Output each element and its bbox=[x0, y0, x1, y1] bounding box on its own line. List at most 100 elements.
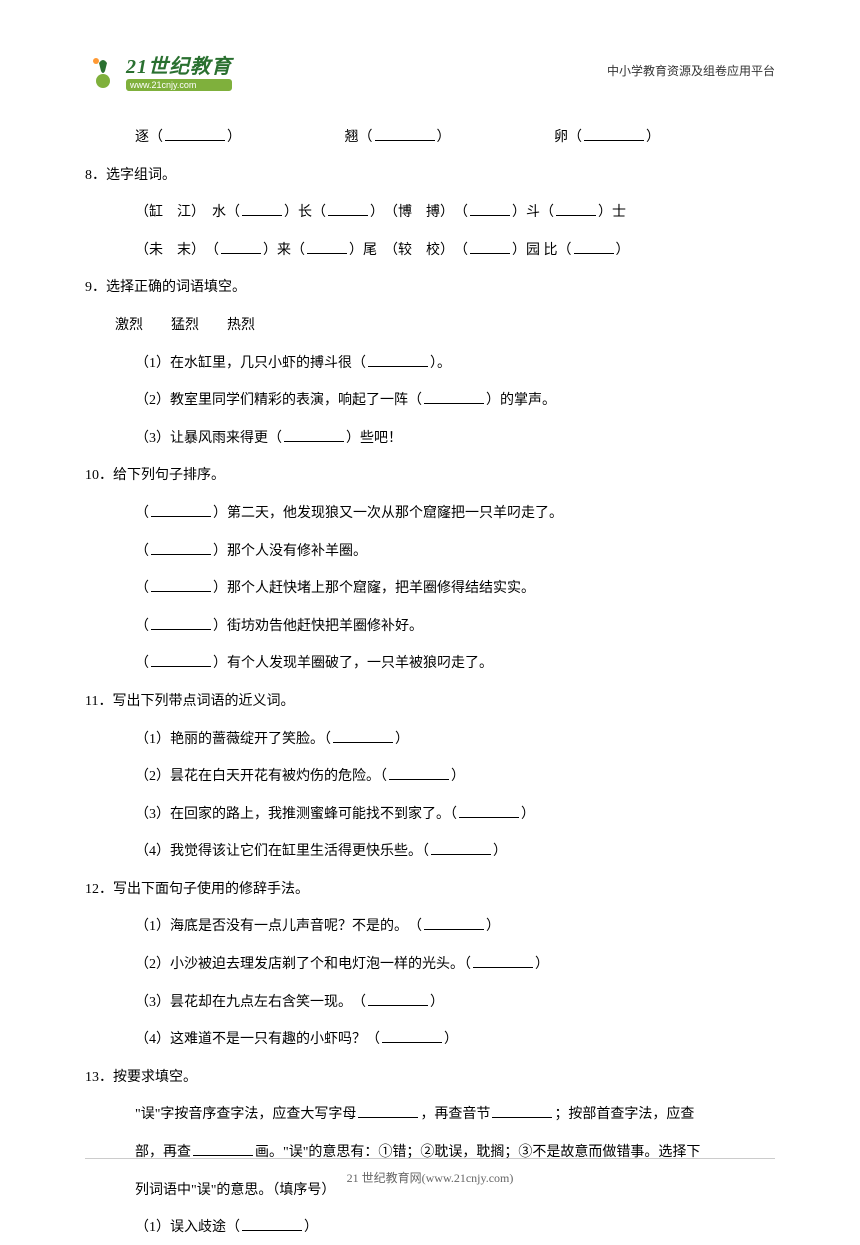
q8-line1: （缸 江） 水（ ）长（ ） （博 搏） （ ）斗（ ）士 bbox=[135, 196, 775, 230]
question-title: 给下列句子排序。 bbox=[113, 468, 225, 483]
question-number: 12． bbox=[85, 873, 113, 907]
text: ）士 bbox=[598, 205, 626, 220]
q13-title: 13．按要求填空。 bbox=[85, 1061, 775, 1095]
q10-item2: （ ）那个人没有修补羊圈。 bbox=[135, 535, 775, 569]
text: （1）艳丽的蔷薇绽开了笑脸。（ bbox=[135, 732, 331, 747]
q12-item2: （2）小沙被迫去理发店剃了个和电灯泡一样的光头。（ ） bbox=[135, 948, 775, 982]
q10-title: 10．给下列句子排序。 bbox=[85, 459, 775, 493]
blank bbox=[151, 616, 211, 630]
text: （4）我觉得该让它们在缸里生活得更快乐些。（ bbox=[135, 844, 429, 859]
q11-item4: （4）我觉得该让它们在缸里生活得更快乐些。（ ） bbox=[135, 835, 775, 869]
question-number: 13． bbox=[85, 1061, 113, 1095]
logo: 21世纪教育 www.21cnjy.com bbox=[85, 50, 232, 91]
text: （1）海底是否没有一点儿声音呢？不是的。 （ bbox=[135, 919, 422, 934]
blank bbox=[368, 353, 428, 367]
q8-line2: （未 末） （）来（）尾 （较 校） （）园 比（） bbox=[135, 234, 775, 268]
page-footer: 21 世纪教育网(www.21cnjy.com) bbox=[85, 1158, 775, 1186]
text: （缸 江） 水（ bbox=[135, 205, 240, 220]
char-qiao: 翘（ bbox=[345, 130, 373, 145]
text: （3）在回家的路上，我推测蜜蜂可能找不到家了。（ bbox=[135, 807, 457, 822]
blank bbox=[556, 202, 596, 216]
text: ） bbox=[395, 732, 409, 747]
text: （1）在水缸里，几只小虾的搏斗很（ bbox=[135, 356, 366, 371]
text: ） bbox=[451, 769, 465, 784]
q9-words: 激烈 猛烈 热烈 bbox=[115, 309, 775, 343]
blank bbox=[459, 804, 519, 818]
close-paren: ） bbox=[227, 130, 241, 145]
blank bbox=[333, 729, 393, 743]
blank bbox=[151, 653, 211, 667]
question-title: 选择正确的词语填空。 bbox=[106, 280, 246, 295]
text: ）第二天，他发现狼又一次从那个窟窿把一只羊叼走了。 bbox=[213, 506, 563, 521]
question-number: 11． bbox=[85, 685, 112, 719]
blank bbox=[151, 503, 211, 517]
text: （ bbox=[135, 544, 149, 559]
q10-item4: （ ）街坊劝告他赶快把羊圈修补好。 bbox=[135, 610, 775, 644]
logo-text-container: 21世纪教育 www.21cnjy.com bbox=[126, 50, 232, 91]
text: ） bbox=[535, 957, 549, 972]
char-zhu: 逐（ bbox=[135, 130, 163, 145]
text: "误"字按音序查字法，应查大写字母 bbox=[135, 1107, 356, 1122]
q13-item1: （1）误入歧途（） bbox=[135, 1211, 775, 1245]
q13-text1: "误"字按音序查字法，应查大写字母，再查音节；按部首查字法，应查 bbox=[135, 1098, 775, 1132]
q9-item2: （2）教室里同学们精彩的表演，响起了一阵（ ）的掌声。 bbox=[135, 384, 775, 418]
text: （2）小沙被迫去理发店剃了个和电灯泡一样的光头。（ bbox=[135, 957, 471, 972]
blank bbox=[368, 992, 428, 1006]
text: （ bbox=[135, 619, 149, 634]
text: ）长（ bbox=[284, 205, 326, 220]
text: ）尾 （较 校） （ bbox=[349, 243, 468, 258]
blank bbox=[473, 954, 533, 968]
q12-item4: （4）这难道不是一只有趣的小虾吗？（） bbox=[135, 1023, 775, 1057]
blank bbox=[151, 541, 211, 555]
q9-item1: （1）在水缸里，几只小虾的搏斗很（ ）。 bbox=[135, 347, 775, 381]
q9-item3: （3）让暴风雨来得更（）些吧！ bbox=[135, 422, 775, 456]
text: （2）教室里同学们精彩的表演，响起了一阵（ bbox=[135, 393, 422, 408]
text: ） bbox=[304, 1220, 318, 1235]
text: ） bbox=[493, 844, 507, 859]
question-number: 8． bbox=[85, 159, 106, 193]
q10-item1: （ ）第二天，他发现狼又一次从那个窟窿把一只羊叼走了。 bbox=[135, 497, 775, 531]
blank bbox=[328, 202, 368, 216]
char-luan: 卵（ bbox=[554, 130, 582, 145]
text: ）街坊劝告他赶快把羊圈修补好。 bbox=[213, 619, 423, 634]
q12-item1: （1）海底是否没有一点儿声音呢？不是的。 （ ） bbox=[135, 910, 775, 944]
text: ） bbox=[486, 919, 500, 934]
text: （未 末） （ bbox=[135, 243, 219, 258]
blank bbox=[492, 1104, 552, 1118]
blank bbox=[382, 1029, 442, 1043]
close-paren: ） bbox=[437, 130, 451, 145]
text: ） bbox=[521, 807, 535, 822]
blank bbox=[151, 578, 211, 592]
text: （ bbox=[135, 506, 149, 521]
q12-item3: （3）昙花却在九点左右含笑一现。 （） bbox=[135, 986, 775, 1020]
blank bbox=[375, 127, 435, 141]
blank bbox=[389, 766, 449, 780]
q11-item3: （3）在回家的路上，我推测蜜蜂可能找不到家了。（ ） bbox=[135, 798, 775, 832]
footer-text: 21 世纪教育网(www.21cnjy.com) bbox=[347, 1171, 514, 1185]
q11-item1: （1）艳丽的蔷薇绽开了笑脸。（ ） bbox=[135, 723, 775, 757]
text: ）斗（ bbox=[512, 205, 554, 220]
close-paren: ） bbox=[646, 130, 660, 145]
text: （2）昙花在白天开花有被灼伤的危险。（ bbox=[135, 769, 387, 784]
text: ，再查音节 bbox=[420, 1107, 490, 1122]
text: （3）昙花却在九点左右含笑一现。 （ bbox=[135, 995, 366, 1010]
text: ） （博 搏） （ bbox=[370, 205, 468, 220]
q10-item5: （）有个人发现羊圈破了，一只羊被狼叼走了。 bbox=[135, 647, 775, 681]
text: ）那个人没有修补羊圈。 bbox=[213, 544, 367, 559]
text: ）。 bbox=[430, 356, 451, 371]
blank bbox=[470, 240, 510, 254]
text: （4）这难道不是一只有趣的小虾吗？（ bbox=[135, 1032, 380, 1047]
document-content: 逐（） 翘（） 卵（） 8．选字组词。 （缸 江） 水（）长（） （博 搏） （… bbox=[85, 121, 775, 1245]
text: ）那个人赶快堵上那个窟窿，把羊圈修得结结实实。 bbox=[213, 581, 535, 596]
q12-title: 12．写出下面句子使用的修辞手法。 bbox=[85, 873, 775, 907]
blank bbox=[470, 202, 510, 216]
blank bbox=[193, 1142, 253, 1156]
blank bbox=[307, 240, 347, 254]
blank bbox=[165, 127, 225, 141]
question-title: 写出下列带点词语的近义词。 bbox=[112, 694, 294, 709]
question-number: 9． bbox=[85, 271, 106, 305]
blank bbox=[242, 202, 282, 216]
text: ）的掌声。 bbox=[486, 393, 556, 408]
question-title: 写出下面句子使用的修辞手法。 bbox=[113, 882, 309, 897]
text: （ bbox=[135, 656, 149, 671]
